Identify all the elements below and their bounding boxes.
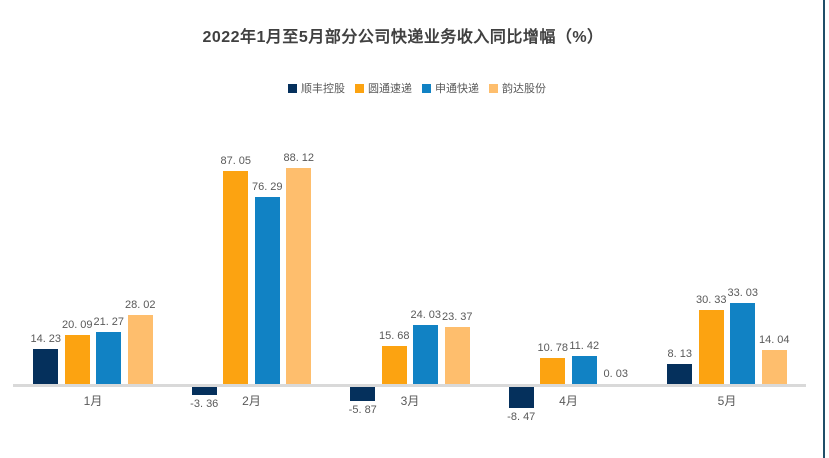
legend: 顺丰控股 圆通速递 申通快递 韵达股份: [14, 80, 820, 96]
legend-swatch-icon: [355, 83, 364, 93]
bar-value-label: 24. 03: [410, 309, 442, 322]
legend-label: 顺丰控股: [301, 83, 345, 95]
bar: [254, 197, 280, 384]
bar-value-label: 28. 02: [124, 299, 156, 312]
x-axis-label: 2月: [242, 394, 261, 408]
bar-value-label: -8. 47: [507, 410, 536, 423]
legend-label: 申通快递: [435, 83, 479, 95]
bar-value-label: -5. 87: [348, 404, 377, 417]
bar: [698, 309, 724, 384]
bar-value-label: 0. 03: [603, 367, 628, 380]
legend-item: 申通快递: [422, 80, 479, 96]
bar-value-label: 8. 13: [667, 348, 692, 361]
x-axis-label: 3月: [400, 394, 420, 408]
legend-swatch-icon: [422, 83, 431, 93]
legend-swatch-icon: [489, 83, 498, 93]
bar: [96, 331, 122, 384]
bar: [223, 170, 249, 384]
bar-value-label: 76. 29: [251, 181, 283, 194]
bar: [127, 315, 153, 384]
bar-value-label: 23. 37: [441, 310, 473, 323]
legend-item: 圆通速递: [355, 80, 412, 96]
bar-value-label: 14. 04: [758, 333, 790, 346]
bar: [761, 349, 787, 384]
bar: [730, 303, 756, 384]
bar-value-label: 88. 12: [283, 152, 315, 165]
bar: [286, 168, 312, 384]
legend-item: 韵达股份: [489, 80, 546, 96]
bar: [64, 334, 90, 384]
bar: [350, 387, 376, 402]
x-axis-label: 1月: [83, 394, 103, 408]
legend-item: 顺丰控股: [288, 80, 345, 96]
x-axis-label: 5月: [717, 394, 737, 408]
bar-value-label: 87. 05: [220, 154, 252, 167]
bar-value-label: 11. 42: [569, 340, 600, 353]
bar-value-label: 20. 09: [61, 318, 93, 331]
legend-label: 韵达股份: [502, 83, 546, 95]
card-right-border: [823, 0, 825, 458]
legend-swatch-icon: [288, 83, 297, 93]
bar: [191, 387, 217, 396]
bar: [444, 326, 470, 384]
chart-title: 2022年1月至5月部分公司快递业务收入同比增幅（%）: [202, 29, 604, 46]
bar-value-label: -3. 36: [190, 398, 219, 411]
bar-value-label: 10. 78: [537, 341, 569, 354]
bar: [508, 387, 534, 408]
bar-value-label: 30. 33: [695, 293, 727, 306]
bar: [381, 345, 407, 384]
bar: [667, 364, 693, 384]
bar-value-label: 15. 68: [378, 329, 410, 342]
x-axis-label: 4月: [559, 394, 578, 408]
bar-value-label: 14. 23: [30, 333, 62, 346]
bar-value-label: 21. 27: [93, 315, 125, 328]
bar-value-label: 33. 03: [727, 287, 759, 300]
bar: [33, 349, 59, 384]
legend-label: 圆通速递: [368, 83, 412, 95]
bar: [540, 357, 566, 384]
bar: [571, 356, 597, 384]
bar: [413, 325, 439, 384]
x-axis-line: [13, 384, 806, 387]
